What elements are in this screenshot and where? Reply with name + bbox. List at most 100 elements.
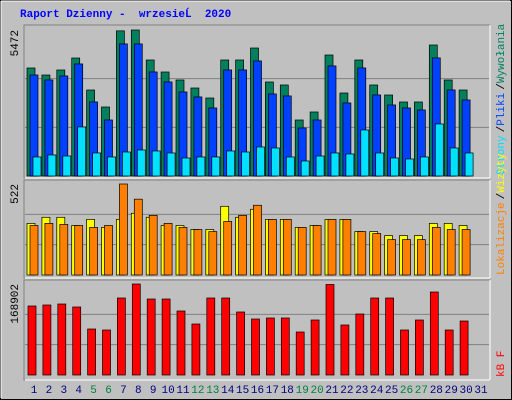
bar xyxy=(251,318,260,376)
bar xyxy=(415,319,424,376)
x-tick-label: 10 xyxy=(161,385,174,397)
bar xyxy=(221,297,231,376)
bar xyxy=(47,154,57,177)
bar xyxy=(72,306,82,376)
bar xyxy=(444,329,454,376)
x-tick-label: 1 xyxy=(31,385,38,397)
bar xyxy=(77,126,87,177)
bar xyxy=(295,331,305,376)
bar xyxy=(315,155,325,177)
bar xyxy=(280,317,290,376)
x-tick-label: 29 xyxy=(445,385,458,397)
x-tick-label: 18 xyxy=(281,385,294,397)
legend-entry: Wizyty xyxy=(496,153,508,193)
bar xyxy=(268,219,277,276)
bar xyxy=(119,183,128,276)
x-tick-label: 6 xyxy=(105,385,112,397)
x-tick-label: 21 xyxy=(325,385,339,397)
bar xyxy=(375,152,385,177)
legend-entry: Strony xyxy=(496,135,508,175)
x-tick-label: 22 xyxy=(340,385,353,397)
bar xyxy=(206,297,216,376)
bar xyxy=(357,231,367,276)
legend: kB F xyxy=(496,351,508,377)
chart-title: Raport Dzienny - wrzesieĹ 2020 xyxy=(20,7,231,21)
bar xyxy=(253,204,262,276)
bar xyxy=(117,297,126,376)
legend-entry: Pliki xyxy=(496,92,508,125)
bar xyxy=(74,225,84,276)
bar xyxy=(256,146,265,177)
bar xyxy=(459,320,469,376)
bar xyxy=(464,152,474,177)
bar xyxy=(131,283,141,376)
x-tick-label: 26 xyxy=(400,385,413,397)
x-tick-label: 3 xyxy=(60,385,67,397)
bar xyxy=(107,156,116,177)
bar xyxy=(27,305,37,376)
bar xyxy=(300,160,310,177)
x-tick-label: 2 xyxy=(46,385,53,397)
bar xyxy=(236,311,245,376)
bar xyxy=(44,223,54,276)
x-tick-label: 12 xyxy=(191,385,204,397)
bar xyxy=(241,151,250,177)
legend: Strony/Pliki/Wywołania xyxy=(496,23,508,175)
bar xyxy=(390,157,399,177)
bar xyxy=(417,239,426,276)
x-tick-label: 24 xyxy=(370,385,384,397)
bar xyxy=(163,223,173,276)
bar xyxy=(330,152,340,177)
bar xyxy=(196,156,206,177)
bar xyxy=(429,291,439,376)
x-tick-label: 8 xyxy=(135,385,142,397)
legend-separator: / xyxy=(496,126,508,133)
legend-entry: kB F xyxy=(496,351,508,377)
x-tick-label: 25 xyxy=(385,385,398,397)
bar xyxy=(387,239,396,276)
bar xyxy=(208,231,218,276)
bar xyxy=(449,147,459,177)
bar xyxy=(223,221,233,276)
x-tick-label: 27 xyxy=(415,385,428,397)
bar xyxy=(122,151,131,177)
x-tick-label: 5 xyxy=(90,385,97,397)
bar xyxy=(405,158,414,177)
x-tick-label: 4 xyxy=(75,385,82,397)
bar xyxy=(345,153,355,177)
bar xyxy=(89,227,98,276)
x-tick-label: 20 xyxy=(310,385,323,397)
x-tick-label: 9 xyxy=(150,385,157,397)
bar xyxy=(238,215,247,276)
bar xyxy=(355,313,365,376)
bar xyxy=(148,215,158,276)
y-tick-label: 522 xyxy=(10,184,22,204)
bar xyxy=(385,297,394,376)
bar xyxy=(104,225,113,276)
bar xyxy=(312,225,322,276)
bar xyxy=(420,156,429,177)
bar xyxy=(342,219,352,276)
x-tick-label: 13 xyxy=(206,385,219,397)
x-tick-label: 17 xyxy=(266,385,279,397)
bar xyxy=(42,304,52,376)
x-tick-label: 23 xyxy=(355,385,368,397)
bar xyxy=(193,229,203,276)
bar xyxy=(461,229,471,276)
bar xyxy=(226,150,236,177)
bar xyxy=(176,310,186,376)
bar xyxy=(327,219,337,276)
x-tick-label: 31 xyxy=(474,385,488,397)
bar xyxy=(325,284,335,376)
bar xyxy=(181,157,191,177)
bar xyxy=(32,156,42,177)
bar xyxy=(211,156,221,177)
y-tick-label: 5472 xyxy=(10,30,22,56)
legend-separator: / xyxy=(496,193,508,200)
bar xyxy=(87,328,96,376)
x-tick-label: 16 xyxy=(251,385,264,397)
bar xyxy=(372,233,382,276)
bar xyxy=(310,319,320,376)
bar xyxy=(151,150,161,177)
